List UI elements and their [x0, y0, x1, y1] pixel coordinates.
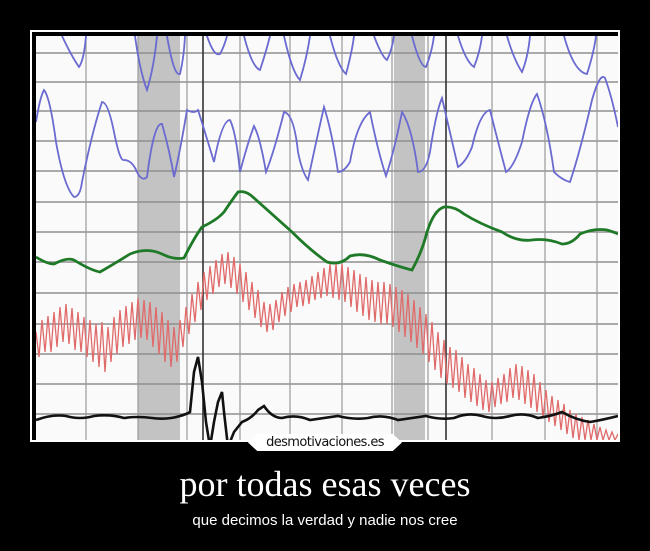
- movement-trace: [36, 356, 618, 440]
- highlight-band: [138, 36, 180, 440]
- poster-frame: [30, 30, 620, 442]
- polygraph-chart-image: [36, 36, 618, 440]
- vertical-gridlines: [85, 36, 598, 440]
- cardio-trace: [36, 251, 618, 440]
- respiration-trace-lower: [36, 76, 618, 198]
- poster-title: por todas esas veces: [179, 464, 471, 504]
- polygraph-chart-svg: [36, 36, 618, 440]
- skin-conductance-trace: [36, 190, 618, 274]
- respiration-trace-upper: [61, 36, 597, 93]
- highlight-band: [394, 36, 425, 440]
- poster-subtitle: que decimos la verdad y nadie nos cree: [192, 512, 458, 529]
- watermark: desmotivaciones.es: [248, 434, 402, 451]
